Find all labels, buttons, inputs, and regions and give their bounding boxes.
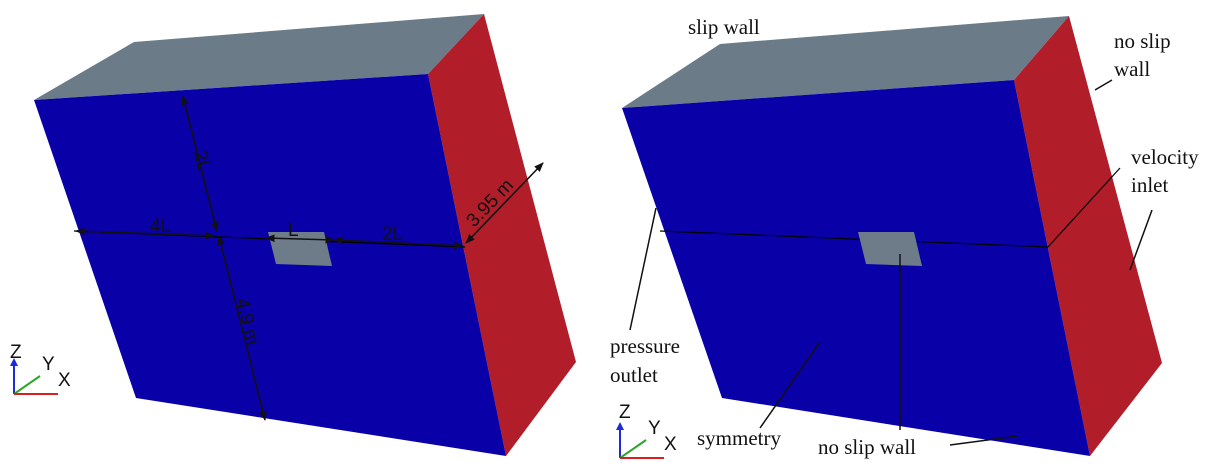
left-y-axis-label: Y	[42, 354, 55, 375]
right-mid-plane-line	[659, 230, 1049, 248]
dim-plate-label: L	[288, 220, 299, 241]
dim-height-top-line	[181, 95, 219, 232]
right-y-axis-label: Y	[648, 418, 661, 439]
label-symmetry: symmetry	[697, 426, 781, 450]
right-plate	[858, 232, 922, 266]
right-leader-lines	[629, 79, 1153, 446]
right-boundary-labels: slip wall no slip wall velocity inlet pr…	[610, 15, 1199, 459]
right-side-face	[1014, 16, 1162, 456]
right-x-axis-label: X	[664, 434, 677, 455]
dim-width-right-label: 2L	[382, 224, 403, 245]
leader-side-wall	[1094, 79, 1113, 91]
label-top-slip-wall: slip wall	[688, 15, 760, 39]
right-top-face	[622, 16, 1069, 108]
label-velocity-inlet-line2: inlet	[1131, 173, 1168, 197]
left-top-face	[34, 14, 484, 100]
label-pressure-outlet-line1: pressure	[610, 334, 680, 358]
label-side-no-slip-line1: no slip	[1114, 29, 1171, 53]
dim-depth-line	[465, 162, 544, 244]
y-axis-icon	[619, 439, 647, 459]
y-axis-icon	[13, 375, 41, 395]
right-front-face	[622, 80, 1090, 456]
dim-height-total-line	[217, 235, 267, 421]
label-velocity-inlet-line1: velocity	[1131, 145, 1199, 169]
right-domain-box	[622, 16, 1162, 456]
leader-outlet	[629, 207, 657, 331]
left-plate	[268, 232, 332, 266]
left-front-face	[34, 74, 506, 456]
z-arrowhead-icon	[616, 422, 624, 430]
left-z-axis-label: Z	[10, 342, 22, 363]
leader-bottom	[949, 435, 1019, 446]
z-arrowhead-icon	[10, 358, 18, 366]
dim-height-top-label: 2L	[189, 148, 214, 174]
label-pressure-outlet-line2: outlet	[610, 363, 658, 387]
dim-width-left-label: 4L	[150, 216, 171, 237]
label-side-no-slip-line2: wall	[1114, 57, 1150, 81]
right-z-axis-label: Z	[619, 402, 631, 423]
leader-symmetry	[759, 341, 821, 429]
dim-width-left-line	[75, 227, 215, 240]
right-inlet-mid-line	[1047, 167, 1121, 248]
left-axis-triad: Z Y X	[10, 342, 71, 395]
right-axis-triad: Z Y X	[616, 402, 677, 459]
leader-inlet	[1129, 209, 1153, 271]
label-plate-no-slip-wall: no slip wall	[818, 435, 916, 459]
dim-plate-line	[265, 234, 335, 244]
left-domain-box	[34, 14, 576, 456]
left-x-axis-label: X	[58, 370, 71, 391]
dim-width-right-line	[333, 236, 464, 250]
